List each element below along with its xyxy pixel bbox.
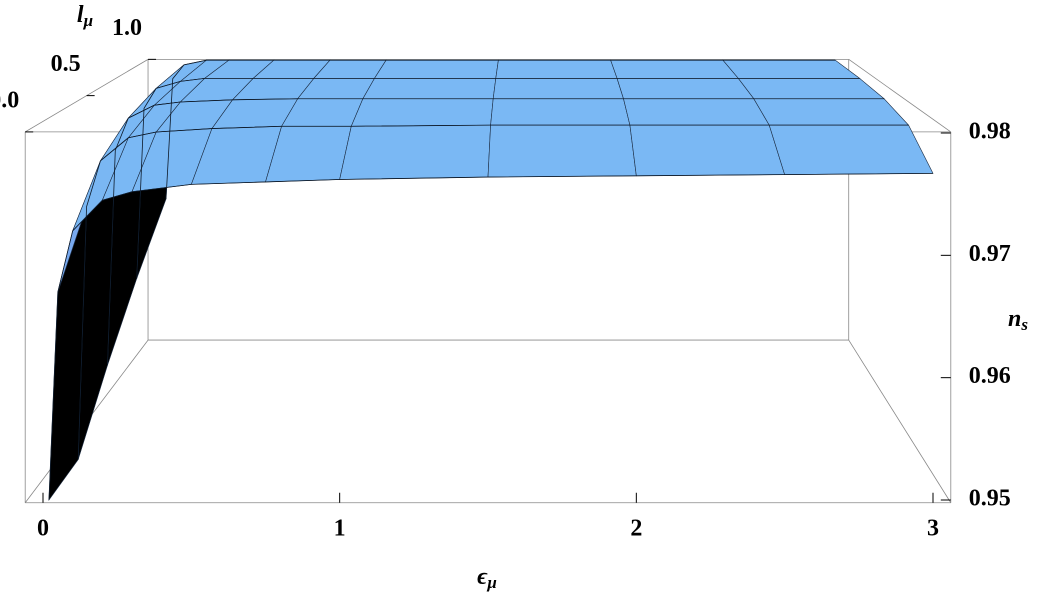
mesh-line	[77, 124, 909, 460]
surface-patch	[616, 78, 755, 100]
z-tick-label: 0.96	[969, 363, 1011, 389]
surface-patch	[768, 124, 934, 175]
x-tick-label: 3	[927, 515, 939, 541]
x-axis-label: ϵμ	[477, 564, 497, 592]
z-tick-label: 0.97	[969, 241, 1011, 267]
surface-patch	[495, 59, 618, 79]
surface-patch	[487, 124, 637, 178]
surface-patch	[753, 98, 910, 126]
y-axis-label: lμ	[77, 2, 93, 30]
y-label-base: l	[77, 2, 84, 28]
box-edge	[848, 339, 952, 503]
x-label-sub: μ	[486, 573, 496, 592]
z-axis-label: ns	[1008, 306, 1028, 334]
mesh-line	[165, 59, 836, 200]
z-tick-label: 0.98	[969, 119, 1011, 145]
y-label-sub: μ	[83, 11, 93, 30]
y-tick-label: 0.0	[0, 87, 19, 113]
surface-patch	[629, 124, 786, 177]
z-label-sub: s	[1020, 315, 1028, 334]
surface-patch	[737, 78, 885, 100]
mesh-line	[107, 98, 885, 366]
surface	[48, 59, 934, 501]
x-tick-label: 1	[334, 515, 346, 541]
surface-patch	[623, 98, 770, 126]
surface-patch	[492, 78, 624, 100]
z-tick-label: 0.95	[969, 486, 1011, 512]
axes: 0 1 2 3 0.0 0.5 1.0 0.95 0.96 0.97 0.98	[0, 15, 1011, 541]
x-label-base: ϵ	[477, 564, 488, 590]
y-tick-label: 1.0	[112, 15, 142, 41]
x-tick-label: 2	[630, 515, 642, 541]
surface-patch	[362, 78, 497, 100]
box-edge	[848, 59, 952, 133]
surface-patch	[610, 59, 740, 79]
box-edge	[24, 59, 149, 133]
surface-patch	[722, 59, 861, 79]
y-tick-label: 0.5	[51, 51, 81, 77]
mesh-line	[136, 77, 860, 279]
surface-patch	[339, 124, 491, 180]
z-label-base: n	[1008, 306, 1021, 332]
surface-patch	[490, 98, 631, 126]
mesh-line	[48, 172, 934, 501]
x-tick-label: 0	[37, 515, 49, 541]
surface-patch	[373, 59, 499, 79]
surface-patch	[350, 98, 494, 127]
